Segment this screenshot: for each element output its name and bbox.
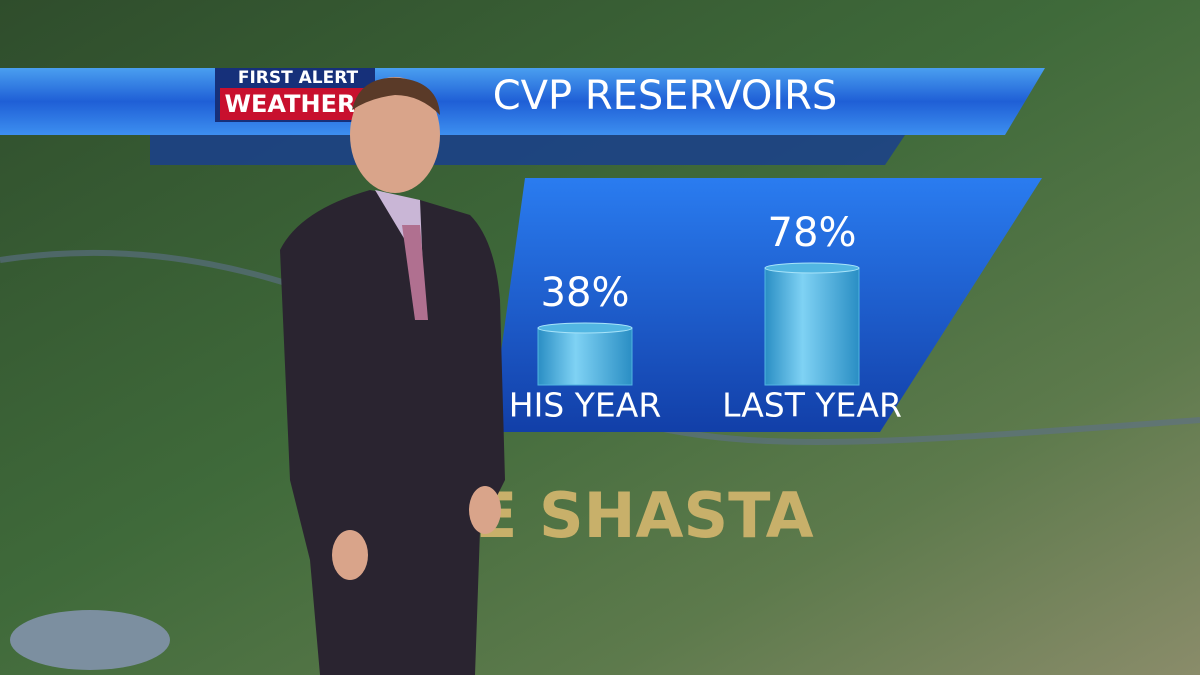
value-label: 38% [541, 270, 630, 316]
category-label: HIS YEAR [509, 386, 662, 425]
chart: 38% HIS YEAR 78% LAST YEAR [509, 210, 902, 425]
chart-title: CVP RESERVOIRS [493, 73, 838, 119]
value-label: 78% [768, 210, 857, 256]
map-label: E SHASTA [475, 479, 814, 552]
logo-line1: FIRST ALERT [238, 68, 359, 88]
presenter [280, 77, 505, 675]
lake [10, 610, 170, 670]
category-label: LAST YEAR [722, 386, 902, 425]
logo-line2: WEATHER [225, 90, 356, 118]
banner-strip [150, 135, 905, 165]
bar [537, 327, 633, 386]
logo-red [220, 88, 370, 120]
bar-top [537, 322, 633, 334]
bar-top [764, 262, 860, 274]
bar [764, 267, 860, 386]
